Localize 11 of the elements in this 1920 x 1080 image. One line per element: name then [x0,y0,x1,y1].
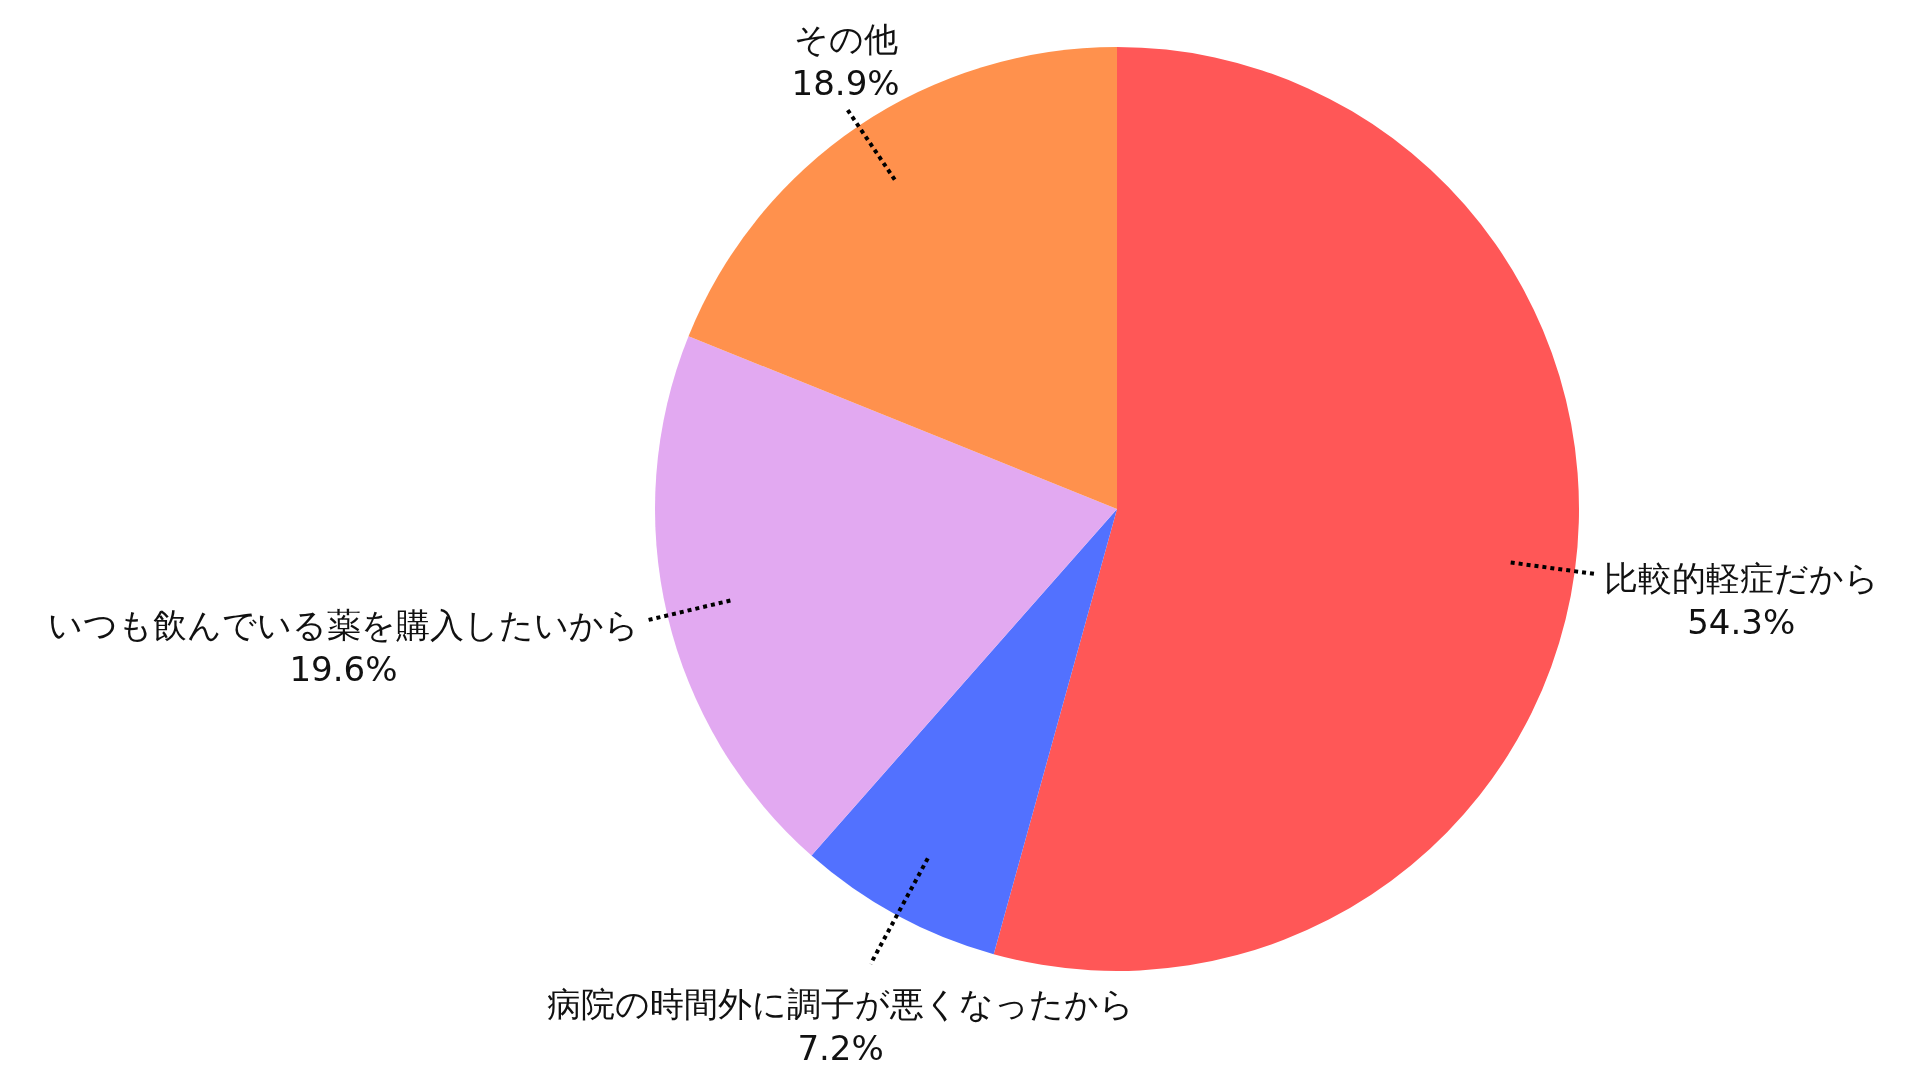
pie-slice [993,47,1579,971]
data-label: 7.2% [797,1027,884,1068]
pie-slice [811,509,1117,955]
data-label: 18.9% [791,62,900,103]
pie-slice [655,336,1117,856]
data-label: 19.6% [289,648,398,689]
slice-label: その他 [793,18,898,59]
slice-label: 病院の時間外に調子が悪くなったから [547,983,1135,1024]
data-label: 54.3% [1687,602,1796,643]
slice-label: いつも飲んでいる薬を購入したいから [47,604,639,645]
slice-label: 比較的軽症だから [1603,558,1879,599]
